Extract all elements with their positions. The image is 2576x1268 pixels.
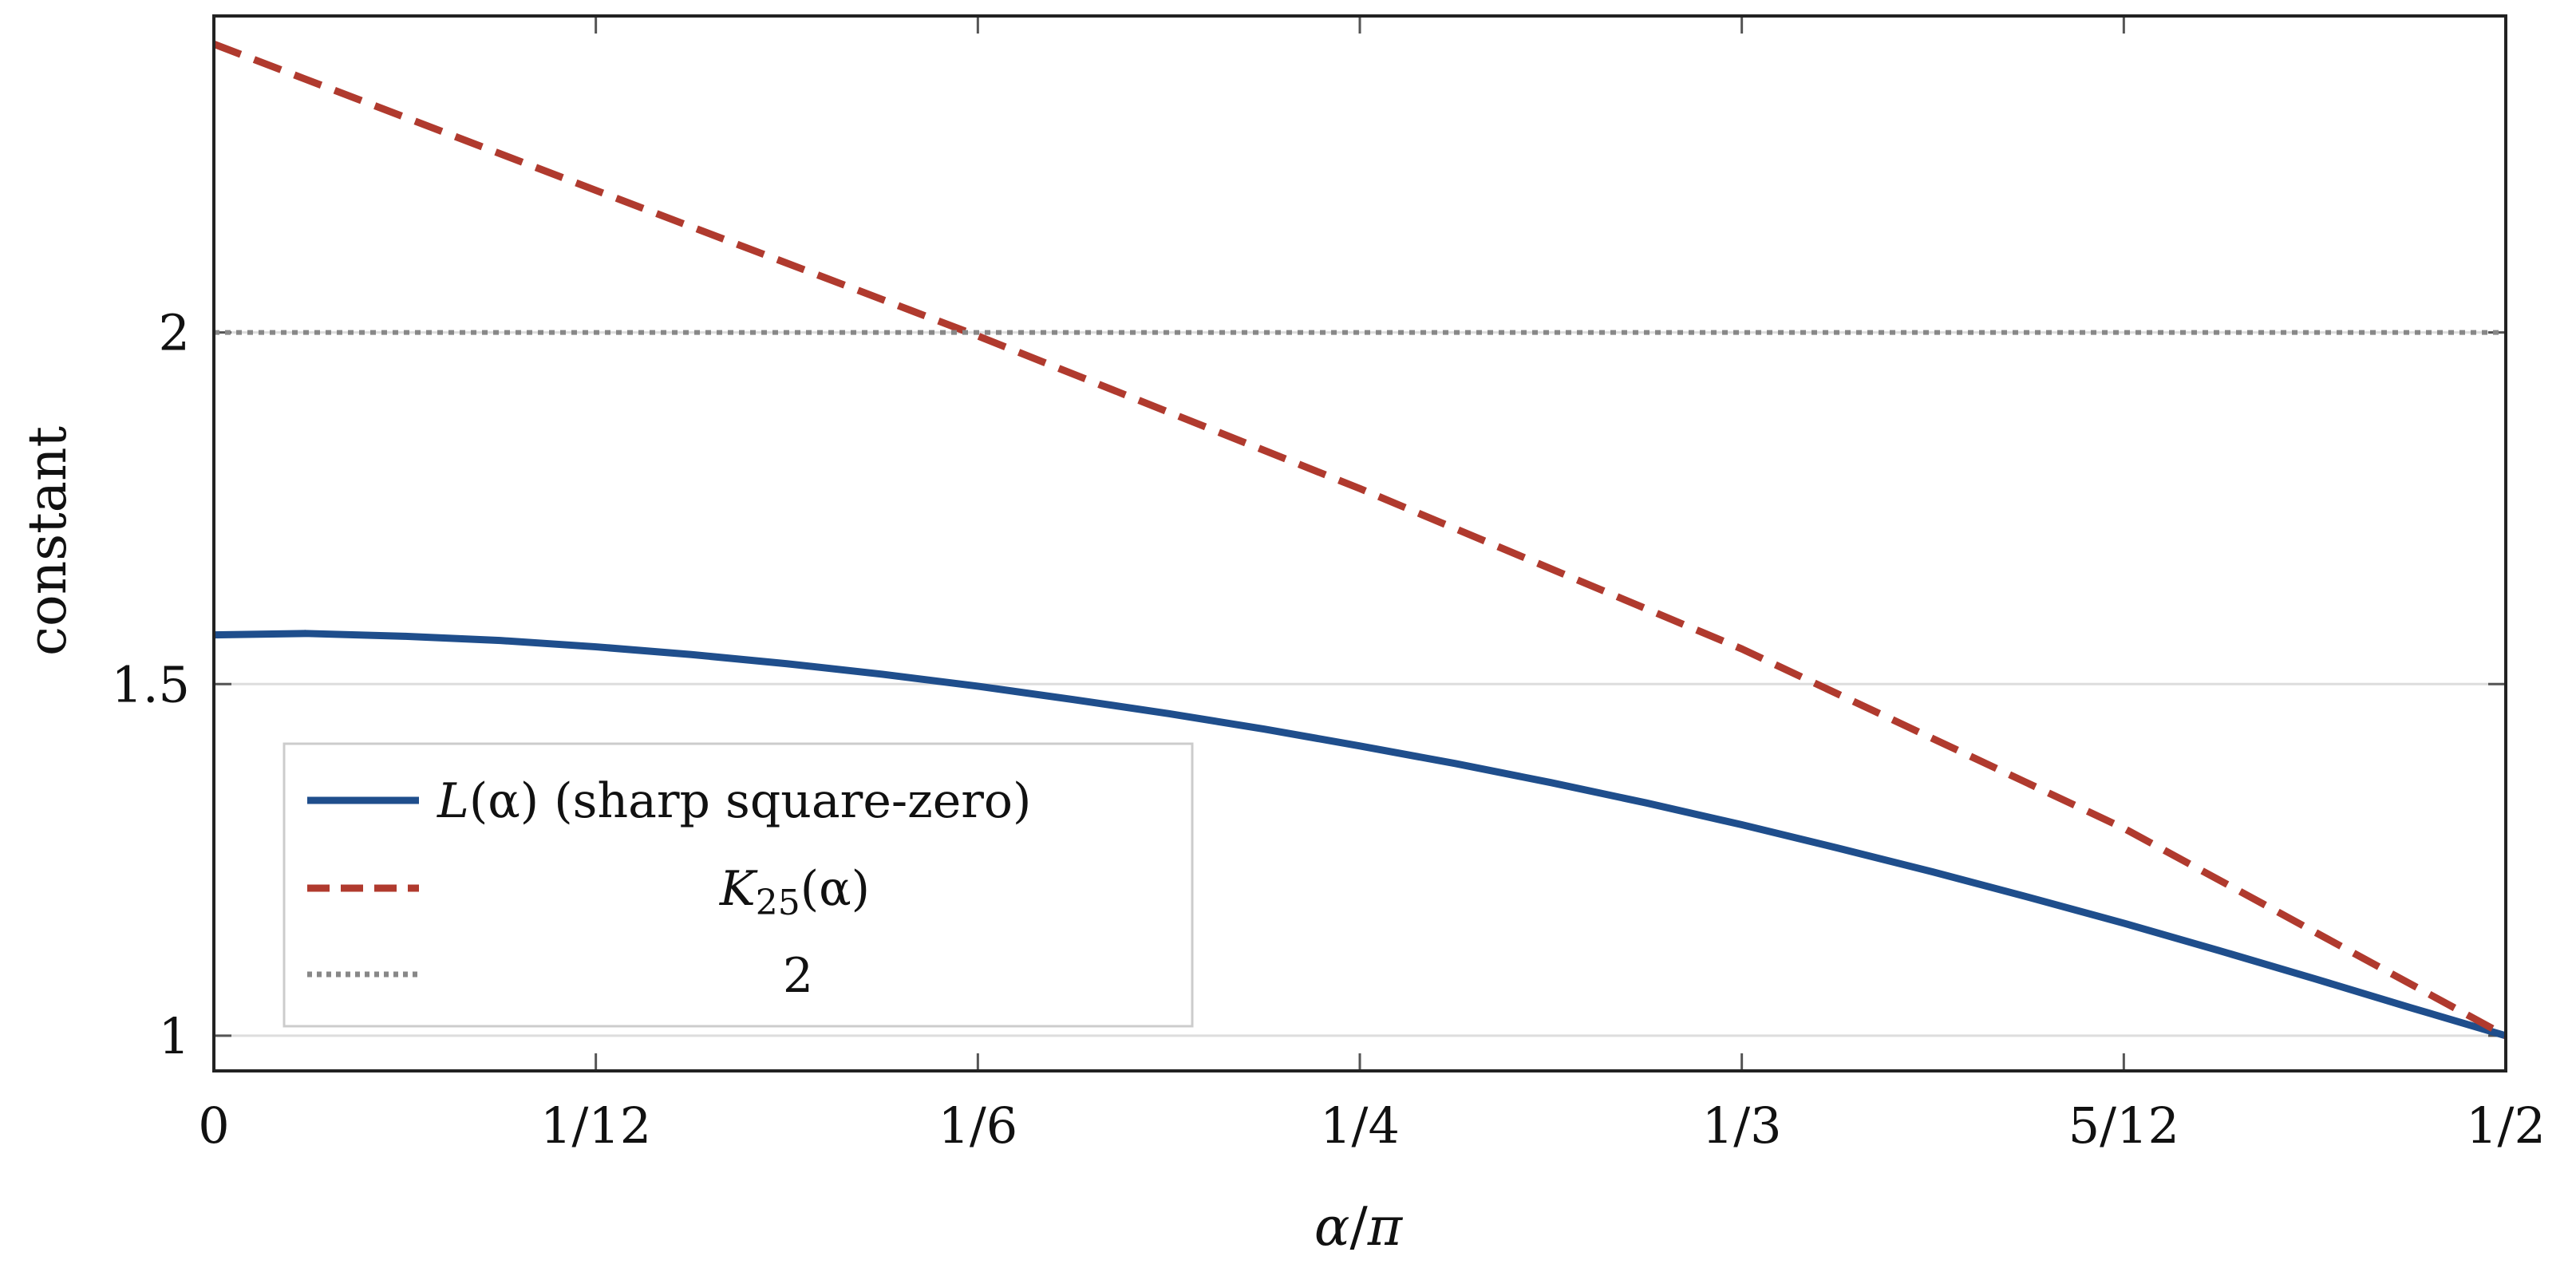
legend-k-main: K bbox=[719, 861, 758, 917]
x-tick-label: 1/12 bbox=[540, 1096, 651, 1155]
x-tick-label: 1/3 bbox=[1702, 1096, 1782, 1155]
x-tick-label: 1/2 bbox=[2466, 1096, 2546, 1155]
plot-frame bbox=[212, 14, 2507, 1072]
legend-entry-l: L(α) (sharp square-zero) bbox=[437, 773, 1031, 829]
y-axis-label: constant bbox=[17, 426, 78, 656]
x-axis-label-pi: π bbox=[1367, 1196, 1404, 1258]
legend: L(α) (sharp square-zero) K25(α) 2 bbox=[282, 742, 1194, 1028]
legend-l-note: (sharp square-zero) bbox=[539, 773, 1031, 829]
x-axis-label-slash: / bbox=[1349, 1196, 1368, 1258]
x-tick-label: 0 bbox=[198, 1096, 229, 1155]
y-tick-label: 2 bbox=[159, 304, 190, 362]
series-lines bbox=[212, 41, 2508, 1040]
x-tick-label: 5/12 bbox=[2068, 1096, 2179, 1155]
legend-l-main: L bbox=[437, 773, 469, 829]
y-tick-label: 1.5 bbox=[111, 655, 190, 713]
tick-labels: 1 1.5 2 0 1/12 1/6 1/4 1/3 5/12 1/2 bbox=[111, 304, 2546, 1155]
series-line-solid bbox=[213, 630, 2507, 1040]
legend-k-sub: 25 bbox=[756, 883, 800, 923]
series-line-dashed bbox=[212, 41, 2508, 1039]
x-tick-label: 1/6 bbox=[938, 1096, 1017, 1155]
y-tick-label: 1 bbox=[159, 1007, 190, 1065]
x-tick-label: 1/4 bbox=[1320, 1096, 1400, 1155]
x-axis-label-alpha: α bbox=[1314, 1196, 1350, 1258]
legend-entry-const: 2 bbox=[783, 948, 813, 1004]
legend-box bbox=[282, 742, 1194, 1028]
legend-l-arg: (α) bbox=[469, 773, 539, 829]
legend-entry-k: K25(α) bbox=[719, 861, 870, 923]
x-axis-label: α/π bbox=[1314, 1196, 1404, 1258]
legend-k-arg: (α) bbox=[800, 861, 870, 917]
